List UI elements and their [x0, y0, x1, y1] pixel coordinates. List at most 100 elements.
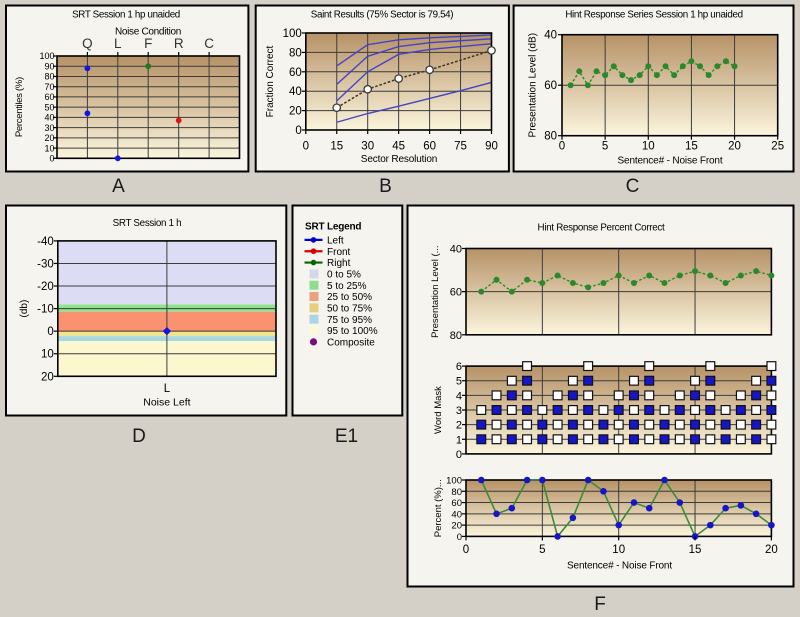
- svg-text:0: 0: [295, 125, 301, 137]
- svg-text:L: L: [114, 36, 122, 51]
- svg-text:25: 25: [771, 141, 784, 153]
- svg-text:0: 0: [49, 154, 54, 164]
- svg-text:30: 30: [44, 123, 54, 133]
- svg-text:3: 3: [456, 405, 462, 417]
- svg-text:Presentation Level (dB): Presentation Level (dB): [528, 33, 539, 138]
- svg-text:R: R: [174, 36, 184, 51]
- svg-text:20: 20: [41, 371, 54, 383]
- svg-text:60: 60: [450, 287, 462, 299]
- svg-text:Sentence# - Noise Front: Sentence# - Noise Front: [618, 155, 723, 166]
- svg-text:F: F: [594, 594, 606, 615]
- svg-text:20: 20: [765, 544, 778, 556]
- svg-text:6: 6: [456, 361, 462, 373]
- svg-text:B: B: [379, 176, 392, 197]
- svg-text:40: 40: [544, 30, 557, 42]
- svg-text:-30: -30: [37, 258, 54, 270]
- svg-text:Percent (%)...: Percent (%)...: [433, 479, 444, 537]
- svg-text:20: 20: [289, 106, 302, 118]
- svg-text:20: 20: [728, 141, 741, 153]
- svg-text:100: 100: [283, 28, 302, 40]
- svg-text:90: 90: [44, 61, 54, 71]
- svg-text:-40: -40: [37, 236, 54, 248]
- svg-text:90: 90: [485, 141, 498, 153]
- svg-text:Presentation Level (...: Presentation Level (...: [430, 245, 441, 337]
- svg-text:60: 60: [44, 92, 54, 102]
- svg-text:0: 0: [463, 544, 469, 556]
- svg-text:10: 10: [44, 143, 54, 153]
- svg-text:20: 20: [451, 521, 462, 532]
- svg-text:75 to 95%: 75 to 95%: [327, 315, 372, 326]
- svg-text:E1: E1: [335, 426, 358, 447]
- svg-text:100: 100: [39, 51, 54, 61]
- svg-text:80: 80: [544, 131, 557, 143]
- svg-text:Q: Q: [82, 36, 93, 51]
- svg-text:5: 5: [602, 141, 608, 153]
- svg-text:80: 80: [289, 47, 302, 59]
- svg-text:5 to 25%: 5 to 25%: [327, 281, 367, 292]
- svg-text:Noise Condition: Noise Condition: [115, 27, 181, 38]
- svg-text:-20: -20: [37, 281, 54, 293]
- svg-text:40: 40: [451, 509, 462, 520]
- svg-text:Composite: Composite: [327, 337, 375, 348]
- svg-text:Percentiles (%): Percentiles (%): [14, 77, 25, 137]
- svg-text:Word Mask: Word Mask: [433, 386, 444, 434]
- svg-text:-10: -10: [37, 304, 54, 316]
- svg-text:1: 1: [456, 434, 462, 446]
- svg-text:15: 15: [330, 141, 343, 153]
- svg-text:Front: Front: [327, 247, 351, 258]
- svg-text:SRT Session 1 hp unaided: SRT Session 1 hp unaided: [72, 10, 180, 21]
- svg-text:Right: Right: [327, 258, 351, 269]
- svg-text:Left: Left: [327, 236, 344, 247]
- svg-text:10: 10: [41, 349, 54, 361]
- svg-text:70: 70: [44, 82, 54, 92]
- svg-text:0: 0: [559, 141, 565, 153]
- svg-text:40: 40: [450, 244, 462, 256]
- svg-text:20: 20: [44, 133, 54, 143]
- svg-text:100: 100: [446, 476, 462, 487]
- svg-text:80: 80: [451, 487, 462, 498]
- svg-text:A: A: [112, 176, 125, 197]
- svg-text:2: 2: [456, 420, 462, 432]
- svg-text:30: 30: [361, 141, 374, 153]
- svg-text:L: L: [164, 383, 171, 395]
- svg-text:Noise Left: Noise Left: [143, 397, 190, 409]
- svg-text:0: 0: [457, 532, 462, 543]
- svg-text:10: 10: [612, 544, 625, 556]
- svg-text:5: 5: [539, 544, 545, 556]
- svg-text:75: 75: [454, 141, 467, 153]
- svg-text:SRT Session 1 h: SRT Session 1 h: [113, 218, 182, 229]
- svg-text:50: 50: [44, 102, 54, 112]
- svg-text:4: 4: [456, 390, 462, 402]
- svg-text:C: C: [626, 176, 640, 197]
- svg-text:50 to 75%: 50 to 75%: [327, 303, 372, 314]
- svg-text:60: 60: [289, 67, 302, 79]
- svg-text:0: 0: [456, 449, 462, 461]
- svg-text:15: 15: [685, 141, 698, 153]
- svg-text:0: 0: [303, 141, 309, 153]
- svg-text:80: 80: [44, 72, 54, 82]
- svg-text:60: 60: [423, 141, 436, 153]
- svg-text:(db): (db): [19, 300, 30, 318]
- svg-text:80: 80: [450, 330, 462, 342]
- svg-text:Saint Results (75% Sector is 7: Saint Results (75% Sector is 79.54): [311, 10, 453, 21]
- svg-text:F: F: [144, 36, 152, 51]
- svg-text:0: 0: [47, 326, 53, 338]
- svg-text:Fraction Correct: Fraction Correct: [265, 45, 276, 117]
- svg-text:SRT Legend: SRT Legend: [305, 222, 361, 233]
- svg-text:60: 60: [451, 498, 462, 509]
- svg-text:Hint Response Percent Correct: Hint Response Percent Correct: [538, 223, 665, 234]
- svg-text:Sentence# - Noise Front: Sentence# - Noise Front: [567, 560, 672, 571]
- svg-text:25 to 50%: 25 to 50%: [327, 292, 372, 303]
- svg-text:0 to 5%: 0 to 5%: [327, 269, 361, 280]
- svg-text:C: C: [204, 36, 214, 51]
- svg-text:D: D: [132, 426, 146, 447]
- svg-text:15: 15: [689, 544, 702, 556]
- svg-text:Sector Resolution: Sector Resolution: [361, 154, 437, 165]
- svg-text:60: 60: [544, 80, 557, 92]
- svg-text:5: 5: [456, 376, 462, 388]
- svg-text:45: 45: [392, 141, 405, 153]
- svg-text:10: 10: [642, 141, 655, 153]
- svg-text:95 to 100%: 95 to 100%: [327, 326, 378, 337]
- svg-text:40: 40: [44, 113, 54, 123]
- svg-text:40: 40: [289, 86, 302, 98]
